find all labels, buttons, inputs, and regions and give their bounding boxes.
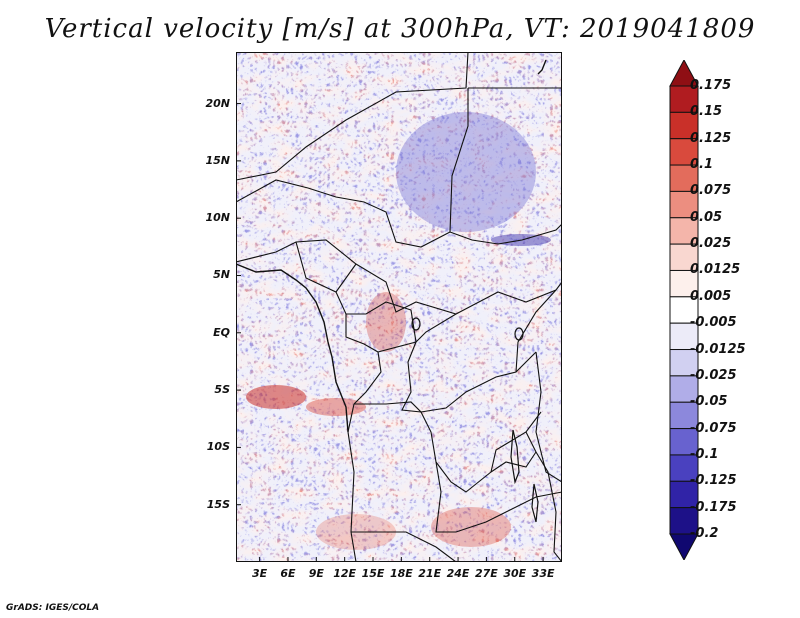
latitude-label: 10S (206, 440, 230, 454)
colorbar-label: -0.075 (690, 420, 737, 436)
colorbar-band (669, 164, 699, 192)
colorbar-label: -0.1 (690, 446, 719, 462)
longitude-label: 24E (446, 567, 470, 580)
lakes (411, 317, 539, 523)
colorbar-label: -0.0125 (690, 341, 746, 357)
field-downward-region (396, 112, 536, 232)
colorbar-label: -0.175 (690, 499, 737, 515)
field-strong-up-region (306, 398, 366, 416)
field-neutral (236, 52, 562, 562)
colorbar-band (669, 454, 699, 482)
longitude-label: 18E (389, 567, 413, 580)
colorbar-band (669, 243, 699, 271)
coastlines (235, 59, 547, 433)
colorbar-label: -0.05 (690, 394, 728, 410)
colorbar-label: 0.125 (690, 130, 732, 146)
colorbar-band (669, 533, 699, 560)
longitude-label: 21E (418, 567, 442, 580)
field-strong-up-region (246, 385, 306, 409)
colorbar-label: 0.1 (690, 157, 714, 173)
colorbar-band (669, 217, 699, 245)
colorbar-label: 0.025 (690, 236, 732, 252)
colorbar-label: 0.005 (690, 288, 732, 304)
colorbar-band (669, 269, 699, 298)
map-plot (235, 51, 563, 563)
longitude-label: 15E (361, 567, 385, 580)
longitude-label: 27E (474, 567, 498, 580)
colorbar-label: 0.05 (690, 209, 723, 225)
colorbar-label: 0.075 (690, 183, 732, 199)
colorbar-label: 0.15 (690, 104, 723, 120)
latitude-label: 20N (205, 96, 230, 110)
colorbar-label: 0.175 (690, 78, 732, 93)
colorbar (669, 60, 699, 560)
colorbar-band (669, 428, 699, 456)
axis-ticks (236, 103, 544, 562)
longitude-label: 33E (531, 567, 555, 580)
colorbar-band (669, 296, 699, 324)
colorbar-band (669, 480, 699, 509)
colorbar-label: -0.005 (690, 315, 737, 331)
latitude-label: 15N (205, 153, 230, 167)
footer-credit: GrADS: IGES/COLA (6, 603, 100, 613)
latitude-label: EQ (213, 325, 230, 339)
colorbar-label: -0.025 (690, 367, 737, 383)
latitude-label: 5N (213, 268, 230, 282)
map-title: Vertical velocity [m/s] at 300hPa, VT: 2… (44, 14, 756, 44)
colorbar-band (669, 85, 699, 113)
velocity-field (235, 51, 563, 563)
colorbar-label: -0.125 (690, 473, 737, 489)
longitude-label: 9E (308, 567, 324, 580)
longitude-label: 12E (333, 567, 357, 580)
field-up-region (366, 292, 406, 352)
colorbar-band (669, 138, 699, 166)
colorbar-label: 0.0125 (690, 262, 741, 278)
longitude-label: 30E (503, 567, 527, 580)
latitude-label: 10N (205, 211, 230, 225)
longitude-label: 6E (280, 567, 296, 580)
map-frame (236, 52, 562, 562)
longitude-label: 3E (252, 567, 268, 580)
colorbar-label: -0.2 (690, 526, 719, 541)
colorbar-band (669, 401, 699, 430)
latitude-label: 15S (206, 497, 230, 511)
latitude-label: 5S (214, 383, 230, 397)
